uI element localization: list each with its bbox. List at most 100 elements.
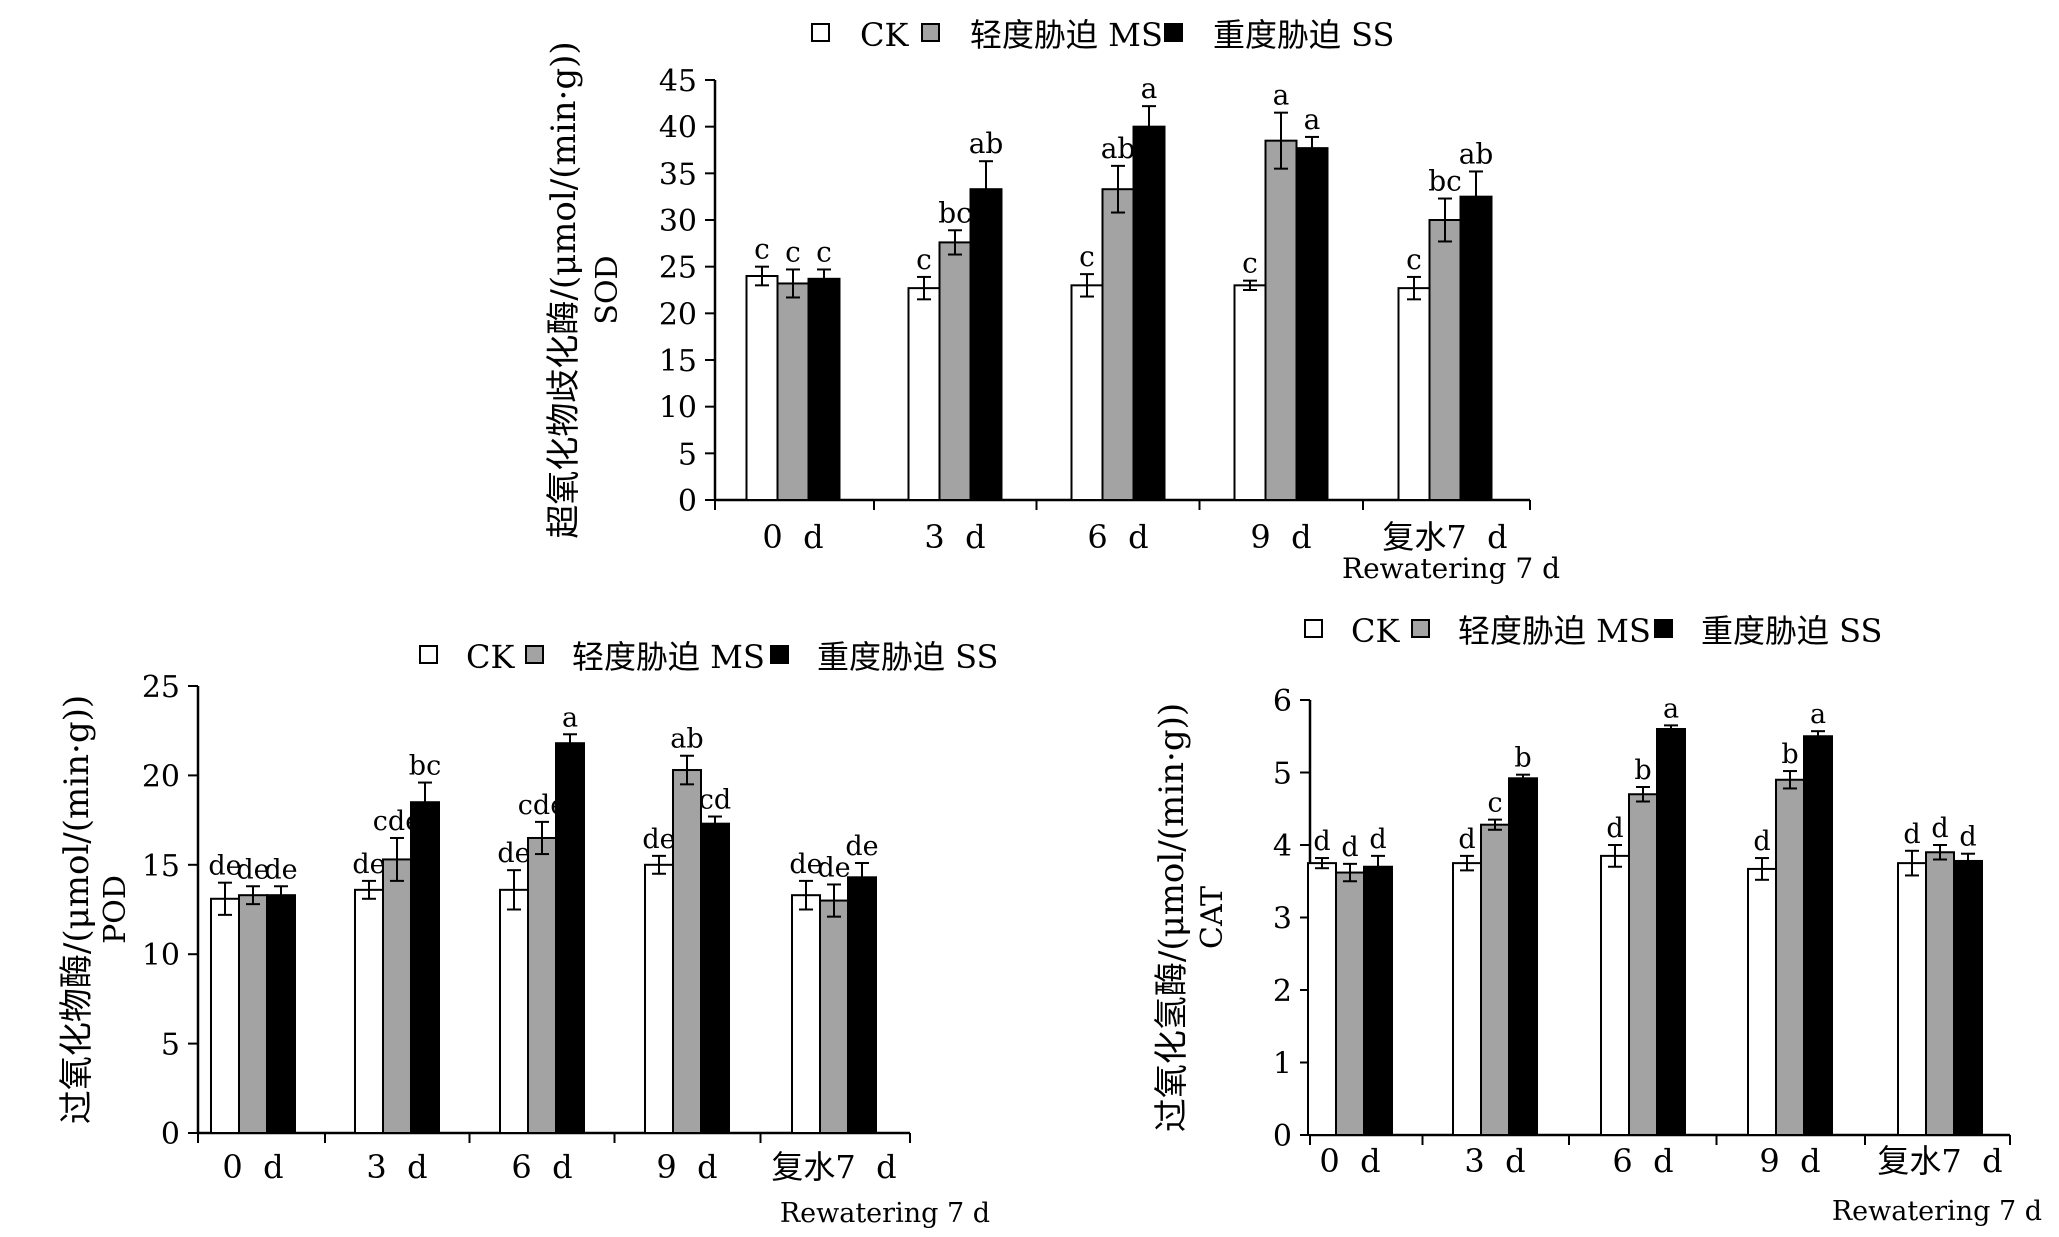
bar-ss <box>410 801 440 1134</box>
y-tick-label: 1 <box>1273 1047 1292 1082</box>
legend-label-ck: CK <box>1351 612 1400 650</box>
bar-ss <box>1363 865 1393 1136</box>
significance-letter: d <box>1341 832 1358 863</box>
bar-ss <box>969 188 1003 501</box>
bar-ss <box>1656 728 1686 1136</box>
significance-letter: cd <box>699 785 731 816</box>
legend-label-ss: 重度胁迫 SS <box>817 638 998 676</box>
significance-letter: b <box>1514 743 1531 774</box>
y-axis-title: 超氧化物歧化酶/(μmol/(min·g)) <box>544 41 584 538</box>
bar-ck <box>1070 284 1104 502</box>
significance-letter: b <box>1634 755 1651 786</box>
significance-letter: c <box>816 235 832 268</box>
legend-label-ms: 轻度胁迫 MS <box>970 16 1163 54</box>
bar-ms <box>1775 778 1805 1136</box>
significance-letter: de <box>789 849 822 880</box>
significance-letter: bc <box>1428 165 1462 198</box>
x-category-label: 3 d <box>1464 1142 1525 1180</box>
significance-letter: a <box>1141 72 1158 105</box>
y-tick-label: 2 <box>1273 974 1292 1009</box>
legend-swatch-ss <box>1164 23 1183 42</box>
y-axis-subtitle: POD <box>98 875 133 944</box>
x-category-label: 0 d <box>762 518 823 556</box>
x-category-label: 6 d <box>1612 1142 1673 1180</box>
bar-ck <box>1897 862 1927 1136</box>
y-tick-label: 25 <box>142 670 180 705</box>
significance-letter: a <box>1273 79 1290 112</box>
y-tick-label: 5 <box>678 437 697 472</box>
legend-label-ck: CK <box>466 638 515 676</box>
bar-ms <box>1428 219 1462 501</box>
bar-ss <box>700 822 730 1135</box>
bar-ck <box>1452 862 1482 1136</box>
significance-letter: d <box>1903 819 1920 850</box>
bar-ms <box>1628 793 1658 1136</box>
significance-letter: ab <box>1101 132 1136 165</box>
bar-ms <box>776 282 810 502</box>
y-axis-title: 过氧化氢酶/(μmol/(min·g)) <box>1152 703 1192 1132</box>
x-category-label: 复水7 d <box>1877 1142 2002 1180</box>
significance-letter: c <box>1406 243 1422 276</box>
x-category-label: 6 d <box>511 1148 572 1186</box>
y-tick-label: 40 <box>659 111 697 146</box>
bar-ss <box>807 277 841 501</box>
bar-ss <box>555 742 585 1134</box>
y-tick-label: 45 <box>659 64 697 99</box>
significance-letter: de <box>236 854 269 885</box>
y-tick-label: 25 <box>659 251 697 286</box>
significance-letter: ab <box>1459 137 1494 170</box>
legend-label-ss: 重度胁迫 SS <box>1701 612 1882 650</box>
significance-letter: de <box>264 854 297 885</box>
y-tick-label: 0 <box>161 1117 180 1152</box>
significance-letter: de <box>352 849 385 880</box>
y-axis-subtitle: CAT <box>1195 886 1230 949</box>
significance-letter: c <box>1079 240 1095 273</box>
x-category-label: 复水7 d <box>1382 518 1507 556</box>
y-tick-label: 10 <box>142 938 180 973</box>
significance-letter: d <box>1753 826 1770 857</box>
legend-swatch-ms <box>921 23 940 42</box>
significance-letter: d <box>1606 813 1623 844</box>
bar-ms <box>1264 139 1298 502</box>
bar-ss <box>1803 735 1833 1136</box>
bar-ms <box>1925 851 1955 1136</box>
y-tick-label: 5 <box>161 1028 180 1063</box>
significance-letter: ab <box>969 127 1004 160</box>
bar-ss <box>1459 195 1493 502</box>
bar-ms <box>238 894 268 1134</box>
x-rewatering-label: Rewatering 7 d <box>1342 552 1560 585</box>
y-tick-label: 35 <box>659 157 697 192</box>
legend-label-ms: 轻度胁迫 MS <box>1458 612 1651 650</box>
significance-letter: de <box>208 851 241 882</box>
x-category-label: 3 d <box>924 518 985 556</box>
legend-label-ss: 重度胁迫 SS <box>1213 16 1394 54</box>
x-category-label: 0 d <box>1319 1142 1380 1180</box>
bar-ck <box>354 888 384 1134</box>
significance-letter: c <box>1487 788 1502 819</box>
y-axis-title: 过氧化物酶/(μmol/(min·g)) <box>57 695 97 1124</box>
bar-ms <box>938 241 972 501</box>
bar-ck <box>1747 867 1777 1136</box>
chart-2: CK 轻度胁迫 MS 重度胁迫 SS 0 1 2 3 4 5 6 0 d 3 d 6 d 9 d 复水7 d… <box>1152 612 2042 1227</box>
significance-letter: de <box>817 852 850 883</box>
bar-ss <box>847 876 877 1134</box>
y-tick-label: 20 <box>659 297 697 332</box>
significance-letter: bc <box>409 751 441 782</box>
significance-letter: d <box>1931 813 1948 844</box>
legend-swatch-ms <box>1411 619 1430 638</box>
y-tick-label: 3 <box>1273 902 1292 937</box>
significance-letter: d <box>1959 822 1976 853</box>
significance-letter: d <box>1458 824 1475 855</box>
y-tick-label: 15 <box>659 344 697 379</box>
bar-ck <box>644 863 674 1134</box>
bar-ck <box>745 275 779 501</box>
legend-swatch-ss <box>1654 619 1673 638</box>
y-tick-label: 5 <box>1273 757 1292 792</box>
legend-swatch-ck <box>811 23 830 42</box>
y-tick-label: 10 <box>659 391 697 426</box>
legend-label-ms: 轻度胁迫 MS <box>572 638 765 676</box>
bar-ck <box>907 287 941 501</box>
y-tick-label: 0 <box>678 484 697 519</box>
bar-ms <box>1480 823 1510 1136</box>
